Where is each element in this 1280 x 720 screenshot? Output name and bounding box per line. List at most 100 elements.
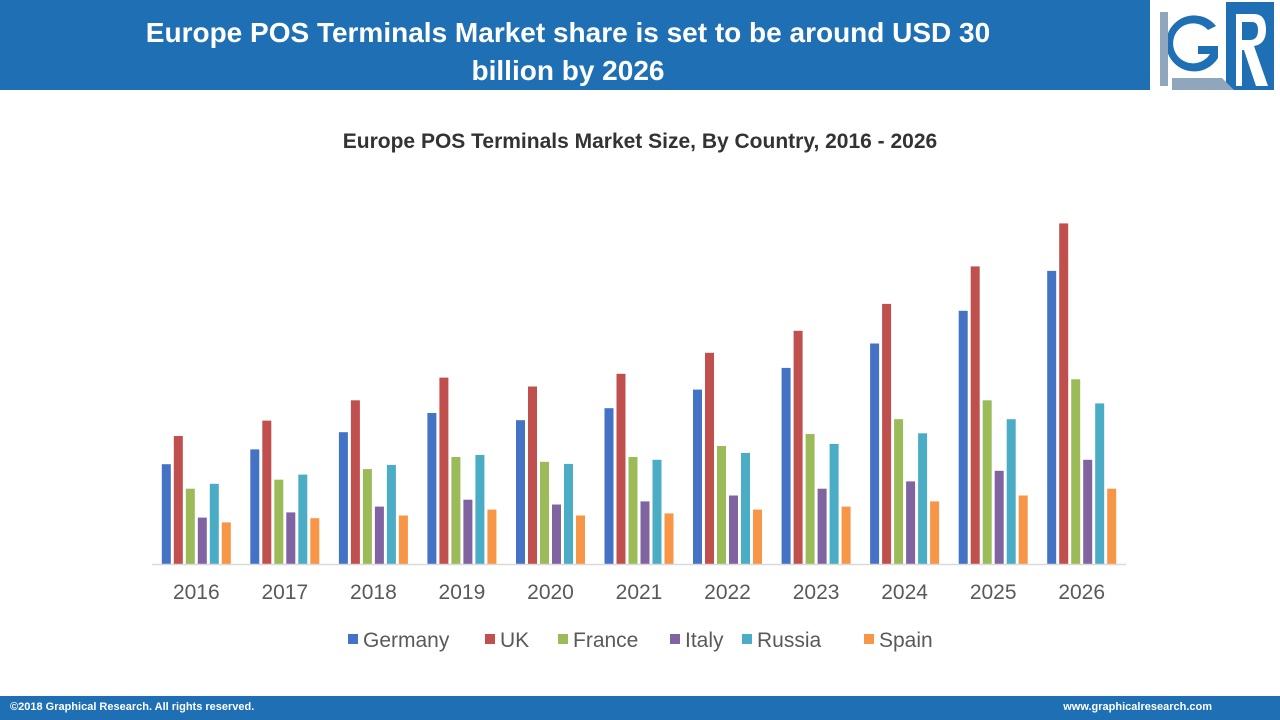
bar-uk-2021	[616, 373, 626, 564]
bar-uk-2025	[970, 266, 980, 564]
x-tick-label-2017: 2017	[261, 581, 308, 604]
legend-swatch-italy	[670, 634, 680, 644]
bar-germany-2025	[958, 310, 968, 564]
legend-label-uk: UK	[500, 629, 529, 652]
bar-france-2018	[362, 469, 372, 564]
bar-russia-2021	[652, 459, 662, 564]
bar-spain-2019	[487, 509, 497, 564]
bar-italy-2025	[994, 470, 1004, 564]
legend-label-france: France	[573, 629, 638, 652]
x-tick-label-2023: 2023	[793, 581, 840, 604]
bar-italy-2016	[197, 517, 207, 564]
x-tick-label-2024: 2024	[881, 581, 928, 604]
legend-swatch-france	[558, 634, 568, 644]
bar-italy-2019	[463, 499, 473, 564]
bar-uk-2019	[439, 377, 449, 564]
bar-uk-2017	[262, 420, 272, 564]
gr-logo-icon	[1154, 0, 1276, 94]
header-banner: Europe POS Terminals Market share is set…	[0, 0, 1150, 90]
bar-france-2022	[717, 446, 726, 564]
x-tick-label-2016: 2016	[173, 581, 220, 604]
bar-russia-2017	[298, 474, 308, 564]
bar-russia-2024	[918, 433, 928, 564]
legend-label-spain: Spain	[879, 629, 933, 652]
bar-france-2025	[982, 400, 992, 564]
chart-title: Europe POS Terminals Market Size, By Cou…	[342, 130, 938, 153]
bar-germany-2019	[427, 413, 437, 564]
bar-italy-2022	[729, 495, 738, 564]
bar-germany-2022	[693, 389, 702, 564]
bar-germany-2021	[604, 408, 614, 564]
bar-italy-2020	[552, 504, 561, 564]
bar-spain-2018	[398, 515, 408, 564]
legend-swatch-spain	[864, 634, 874, 644]
page-title: Europe POS Terminals Market share is set…	[40, 14, 1096, 90]
bar-germany-2017	[250, 449, 260, 564]
x-tick-label-2022: 2022	[704, 581, 751, 604]
x-tick-label-2019: 2019	[439, 581, 486, 604]
bar-italy-2021	[640, 501, 650, 564]
bar-spain-2024	[930, 501, 940, 564]
legend-label-germany: Germany	[363, 629, 450, 652]
bar-spain-2020	[576, 515, 585, 564]
x-tick-label-2026: 2026	[1058, 581, 1105, 604]
x-tick-label-2020: 2020	[527, 581, 574, 604]
bar-germany-2026	[1047, 270, 1057, 564]
bar-italy-2018	[374, 506, 384, 564]
bar-russia-2026	[1095, 403, 1105, 564]
x-tick-label-2025: 2025	[970, 581, 1017, 604]
footer-bar: ©2018 Graphical Research. All rights res…	[0, 696, 1280, 720]
bar-italy-2023	[817, 488, 827, 564]
bar-france-2020	[540, 461, 549, 564]
bar-france-2017	[274, 479, 284, 564]
page-title-line-2: billion by 2026	[471, 55, 665, 86]
legend-label-italy: Italy	[685, 629, 724, 652]
bar-france-2021	[628, 457, 638, 564]
bar-russia-2020	[564, 463, 573, 564]
bar-germany-2020	[516, 420, 525, 564]
bar-uk-2016	[173, 436, 183, 564]
legend-label-russia: Russia	[757, 629, 822, 652]
bar-germany-2018	[338, 432, 348, 564]
graphical-research-logo[interactable]	[1150, 0, 1280, 100]
bar-spain-2017	[310, 518, 320, 564]
bar-uk-2020	[528, 386, 537, 564]
bar-italy-2026	[1083, 459, 1093, 564]
bar-uk-2018	[350, 400, 360, 564]
bar-russia-2025	[1006, 419, 1016, 564]
bar-russia-2022	[741, 452, 750, 564]
bar-uk-2023	[793, 330, 803, 564]
bar-france-2016	[185, 488, 195, 564]
bar-germany-2016	[161, 464, 171, 564]
bar-russia-2016	[209, 483, 219, 564]
bar-germany-2024	[870, 343, 880, 564]
bar-spain-2022	[753, 509, 762, 564]
bar-russia-2019	[475, 455, 485, 564]
bar-spain-2026	[1107, 488, 1117, 564]
bar-spain-2016	[221, 522, 231, 564]
bar-spain-2023	[841, 506, 851, 564]
bar-spain-2025	[1018, 495, 1028, 564]
x-tick-label-2021: 2021	[616, 581, 663, 604]
page-title-line-1: Europe POS Terminals Market share is set…	[145, 17, 991, 48]
bar-uk-2026	[1059, 223, 1069, 564]
x-tick-label-2018: 2018	[350, 581, 397, 604]
bar-france-2019	[451, 457, 461, 564]
bar-spain-2021	[664, 513, 674, 564]
legend-swatch-uk	[485, 634, 495, 644]
website-link[interactable]: www.graphicalresearch.com	[1063, 701, 1212, 713]
bar-uk-2024	[882, 303, 892, 564]
copyright-text: ©2018 Graphical Research. All rights res…	[10, 701, 255, 713]
bar-uk-2022	[705, 352, 714, 564]
bar-russia-2018	[386, 464, 396, 564]
bar-italy-2017	[286, 512, 296, 564]
bar-russia-2023	[829, 443, 839, 564]
legend-swatch-russia	[742, 634, 752, 644]
bar-france-2023	[805, 434, 815, 564]
bar-italy-2024	[906, 481, 916, 564]
bar-france-2026	[1071, 379, 1081, 564]
bar-germany-2023	[781, 367, 791, 564]
legend-swatch-germany	[348, 634, 358, 644]
bar-france-2024	[894, 419, 904, 564]
